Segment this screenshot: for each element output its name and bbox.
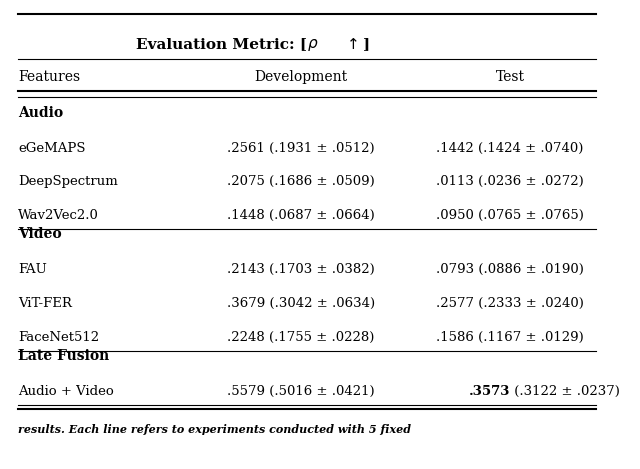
- Text: Audio + Video: Audio + Video: [19, 385, 114, 398]
- Text: Late Fusion: Late Fusion: [19, 349, 109, 363]
- Text: FAU: FAU: [19, 264, 47, 276]
- Text: .2248 (.1755 ± .0228): .2248 (.1755 ± .0228): [227, 331, 375, 344]
- Text: Audio: Audio: [19, 106, 63, 120]
- Text: .2577 (.2333 ± .0240): .2577 (.2333 ± .0240): [436, 297, 584, 310]
- Text: .2561 (.1931 ± .0512): .2561 (.1931 ± .0512): [227, 142, 375, 154]
- Text: .3573: .3573: [468, 385, 510, 398]
- Text: DeepSpectrum: DeepSpectrum: [19, 175, 118, 188]
- Text: .0113 (.0236 ± .0272): .0113 (.0236 ± .0272): [436, 175, 584, 188]
- Text: Test: Test: [495, 70, 525, 84]
- Text: $\rho$: $\rho$: [307, 37, 319, 53]
- Text: Evaluation Metric: [: Evaluation Metric: [: [136, 38, 307, 52]
- Text: Video: Video: [19, 227, 62, 242]
- Text: .2075 (.1686 ± .0509): .2075 (.1686 ± .0509): [227, 175, 375, 188]
- Text: .0950 (.0765 ± .0765): .0950 (.0765 ± .0765): [436, 209, 584, 222]
- Text: Development: Development: [255, 70, 348, 84]
- Text: .1442 (.1424 ± .0740): .1442 (.1424 ± .0740): [436, 142, 584, 154]
- Text: .3679 (.3042 ± .0634): .3679 (.3042 ± .0634): [227, 297, 375, 310]
- Text: Wav2Vec2.0: Wav2Vec2.0: [19, 209, 99, 222]
- Text: .5579 (.5016 ± .0421): .5579 (.5016 ± .0421): [227, 385, 375, 398]
- Text: .2143 (.1703 ± .0382): .2143 (.1703 ± .0382): [227, 264, 375, 276]
- Text: eGeMAPS: eGeMAPS: [19, 142, 86, 154]
- Text: ViT-FER: ViT-FER: [19, 297, 72, 310]
- Text: .0793 (.0886 ± .0190): .0793 (.0886 ± .0190): [436, 264, 584, 276]
- Text: .1448 (.0687 ± .0664): .1448 (.0687 ± .0664): [227, 209, 375, 222]
- Text: .1586 (.1167 ± .0129): .1586 (.1167 ± .0129): [436, 331, 584, 344]
- Text: Features: Features: [19, 70, 81, 84]
- Text: $\uparrow$]: $\uparrow$]: [344, 36, 370, 53]
- Text: (.3122 ± .0237): (.3122 ± .0237): [510, 385, 620, 398]
- Text: results. Each line refers to experiments conducted with 5 fixed: results. Each line refers to experiments…: [19, 424, 412, 436]
- Text: FaceNet512: FaceNet512: [19, 331, 100, 344]
